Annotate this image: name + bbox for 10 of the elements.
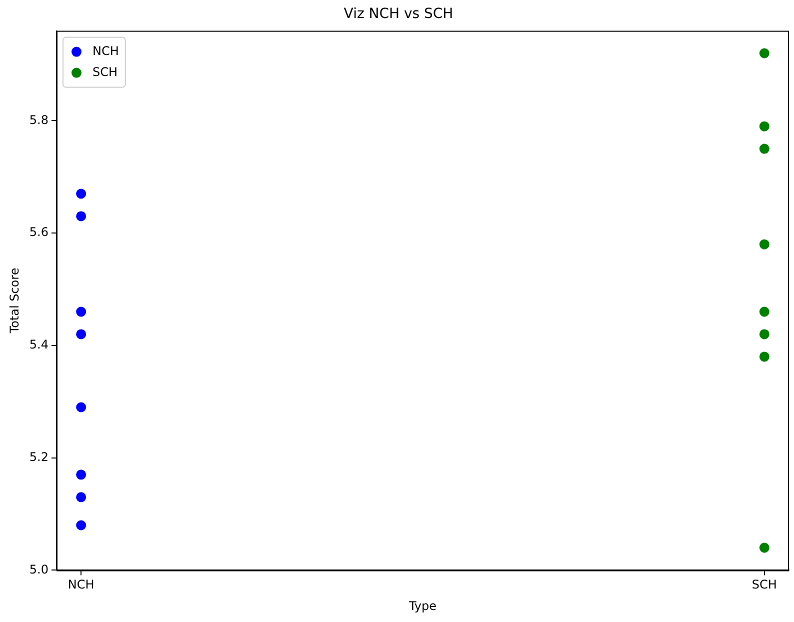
y-axis-title: Total Score	[7, 268, 22, 334]
y-tick-label: 5.4	[29, 338, 48, 352]
legend-label: SCH	[92, 64, 118, 79]
y-tick-label: 5.8	[29, 112, 48, 127]
chart-title: Viz NCH vs SCH	[344, 6, 454, 22]
legend-label: NCH	[92, 44, 119, 58]
y-tick-label: 5.6	[29, 225, 48, 240]
x-axis-title: Type	[408, 598, 437, 613]
y-tick-label: 5.0	[29, 562, 48, 576]
y-tick-label: 5.2	[29, 450, 48, 464]
